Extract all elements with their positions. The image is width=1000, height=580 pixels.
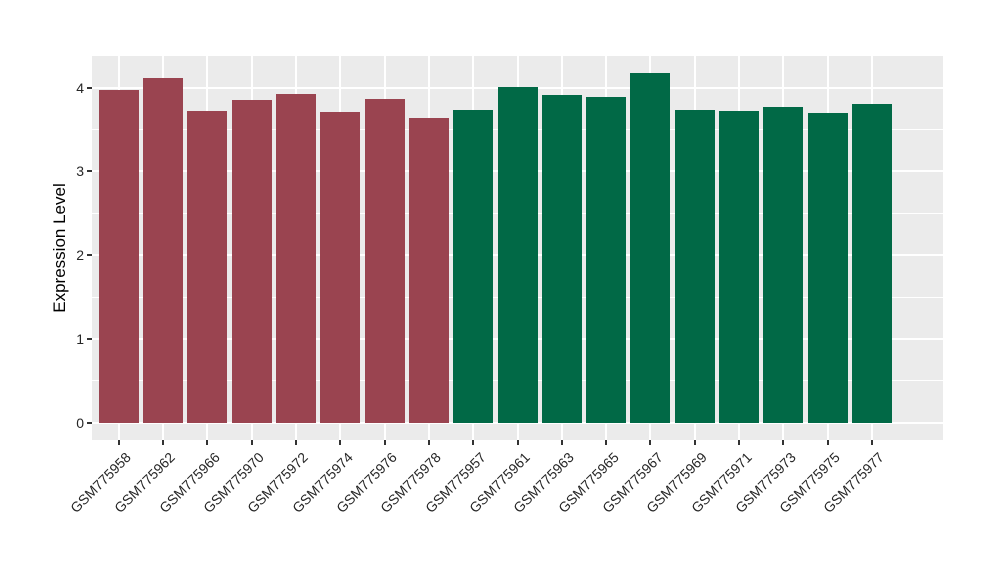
x-tick-mark	[516, 440, 519, 445]
bar-GSM775957	[453, 110, 494, 423]
bar-GSM775962	[142, 77, 183, 423]
y-tick-mark	[87, 86, 92, 89]
y-tick-label: 1	[76, 330, 84, 347]
y-tick-mark	[87, 170, 92, 173]
y-tick-label: 0	[76, 414, 84, 431]
bar-GSM775966	[187, 111, 228, 423]
bar-GSM775965	[586, 96, 627, 423]
bar-GSM775963	[541, 95, 582, 423]
bar-GSM775961	[497, 86, 538, 423]
x-tick-mark	[782, 440, 785, 445]
x-tick-mark	[649, 440, 652, 445]
bar-GSM775978	[408, 117, 449, 423]
bar-GSM775967	[630, 73, 671, 423]
y-tick-label: 4	[76, 79, 84, 96]
x-tick-mark	[871, 440, 874, 445]
x-tick-mark	[605, 440, 608, 445]
plot-panel	[92, 56, 943, 440]
x-tick-mark	[472, 440, 475, 445]
y-tick-mark	[87, 254, 92, 257]
y-tick-label: 2	[76, 247, 84, 264]
bar-GSM775974	[320, 111, 361, 423]
bar-GSM775969	[674, 110, 715, 423]
bar-GSM775977	[852, 104, 893, 423]
x-tick-mark	[294, 440, 297, 445]
y-tick-label: 3	[76, 163, 84, 180]
bar-GSM775975	[807, 112, 848, 423]
y-tick-mark	[87, 421, 92, 424]
bar-GSM775972	[275, 94, 316, 423]
x-tick-mark	[826, 440, 829, 445]
bar-GSM775976	[364, 99, 405, 423]
bar-GSM775970	[231, 100, 272, 423]
x-tick-mark	[117, 440, 120, 445]
x-tick-mark	[427, 440, 430, 445]
x-tick-mark	[693, 440, 696, 445]
x-tick-mark	[161, 440, 164, 445]
x-tick-mark	[383, 440, 386, 445]
x-tick-mark	[206, 440, 209, 445]
x-tick-mark	[339, 440, 342, 445]
y-tick-mark	[87, 337, 92, 340]
x-tick-mark	[250, 440, 253, 445]
x-tick-mark	[560, 440, 563, 445]
x-tick-mark	[738, 440, 741, 445]
bar-GSM775958	[98, 90, 139, 423]
bar-GSM775971	[719, 111, 760, 423]
bar-GSM775973	[763, 106, 804, 423]
